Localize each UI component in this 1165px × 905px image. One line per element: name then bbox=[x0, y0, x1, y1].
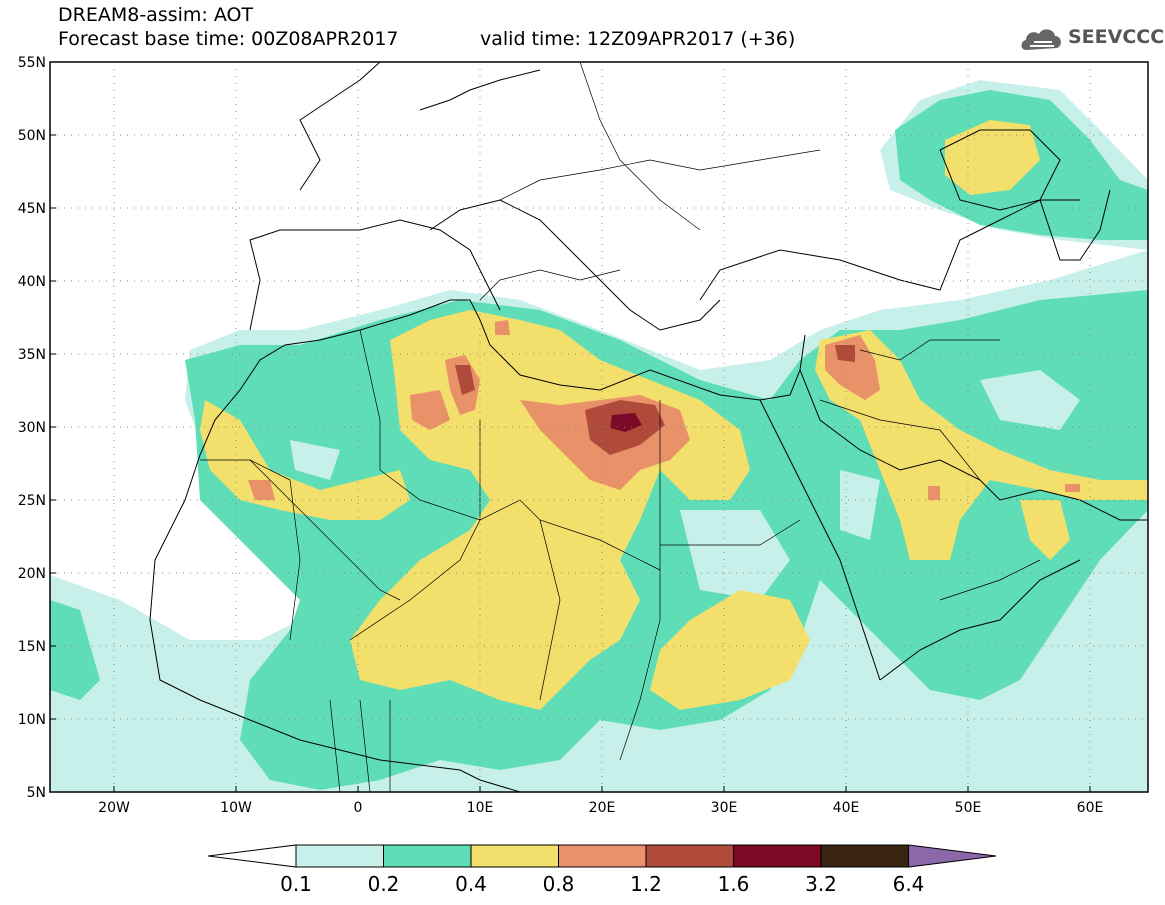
lat-label: 40N bbox=[17, 274, 46, 290]
colorbar-label: 1.2 bbox=[630, 872, 662, 896]
lon-label: 0 bbox=[353, 800, 363, 816]
seevccc-logo: SEEVCCC bbox=[1018, 24, 1164, 56]
map-title: DREAM8-assim: AOT bbox=[58, 4, 254, 26]
lat-label: 55N bbox=[17, 55, 46, 71]
coastlines bbox=[149, 62, 1148, 792]
colorbar-label: 0.4 bbox=[455, 872, 487, 896]
lat-label: 35N bbox=[17, 347, 46, 363]
forecast-base-time: Forecast base time: 00Z08APR2017 bbox=[58, 28, 399, 50]
lon-label: 50E bbox=[954, 800, 982, 816]
valid-time: valid time: 12Z09APR2017 (+36) bbox=[480, 28, 796, 50]
colorbar-label: 6.4 bbox=[892, 872, 925, 896]
colorbar-segment-7 bbox=[820, 844, 909, 868]
lon-label: 60E bbox=[1076, 800, 1104, 816]
lat-label: 25N bbox=[17, 493, 46, 509]
lon-label: 20E bbox=[588, 800, 616, 816]
lat-label: 20N bbox=[17, 566, 46, 582]
lat-label: 30N bbox=[17, 420, 46, 436]
lon-label: 20W bbox=[98, 800, 130, 816]
lat-label: 15N bbox=[17, 639, 46, 655]
colorbar-label: 0.2 bbox=[367, 872, 400, 896]
colorbar-segment-5 bbox=[645, 844, 734, 868]
lon-label: 30E bbox=[710, 800, 738, 816]
logo-text: SEEVCCC bbox=[1068, 26, 1165, 48]
country-borders bbox=[200, 62, 1041, 792]
lat-label: 50N bbox=[17, 128, 46, 144]
gridlines bbox=[50, 62, 1148, 792]
colorbar-under-arrow bbox=[207, 844, 297, 868]
colorbar-label: 0.1 bbox=[280, 872, 312, 896]
aot-field bbox=[50, 80, 1148, 792]
tick-marks bbox=[50, 61, 1091, 792]
lat-label: 45N bbox=[17, 201, 46, 217]
lat-label: 5N bbox=[26, 785, 46, 801]
colorbar-segment-6 bbox=[733, 844, 822, 868]
colorbar-label: 1.6 bbox=[717, 872, 750, 896]
colorbar-segment-4 bbox=[558, 844, 647, 868]
lon-label: 10E bbox=[466, 800, 494, 816]
colorbar-segment-2 bbox=[383, 844, 472, 868]
aot-light-patches bbox=[290, 370, 1080, 600]
colorbar-label: 0.8 bbox=[542, 872, 575, 896]
lat-label: 10N bbox=[17, 712, 46, 728]
cloud-icon bbox=[1021, 29, 1061, 50]
lon-label: 40E bbox=[832, 800, 860, 816]
colorbar-over-arrow bbox=[908, 844, 997, 868]
colorbar-segment-1 bbox=[295, 844, 384, 868]
colorbar-segment-3 bbox=[470, 844, 559, 868]
colorbar bbox=[207, 844, 997, 868]
lon-label: 10W bbox=[220, 800, 252, 816]
colorbar-label: 3.2 bbox=[805, 872, 837, 896]
